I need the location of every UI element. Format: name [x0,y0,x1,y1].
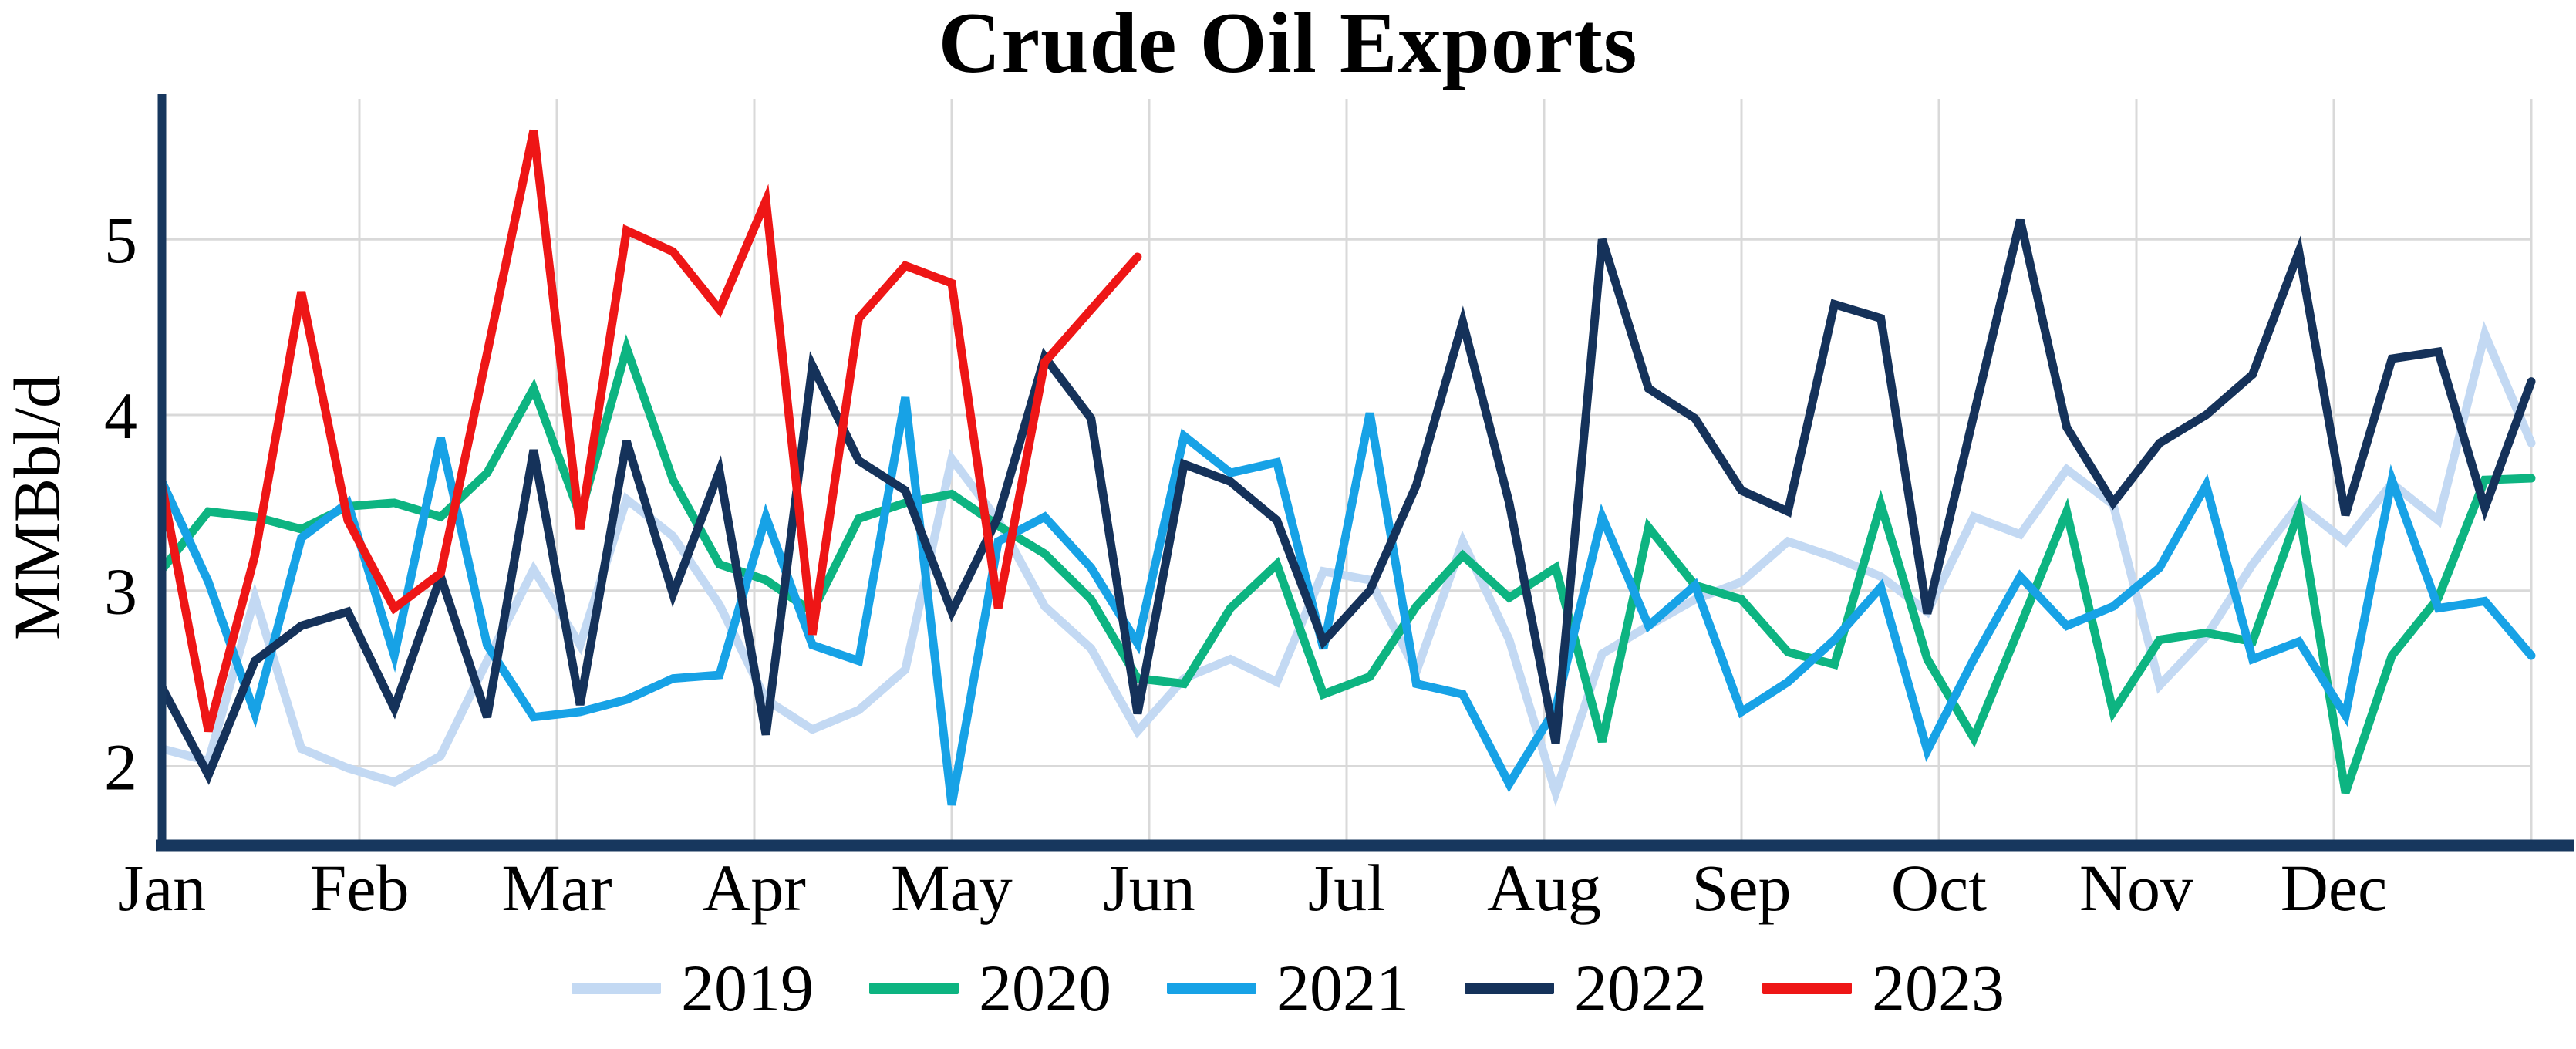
chart-title: Crude Oil Exports [938,0,1638,91]
legend-item-2020: 2020 [869,955,1111,1021]
x-tick-label-Jan: Jan [118,851,207,925]
series-line-2022 [157,218,2536,785]
x-tick-label-Jun: Jun [1103,851,1195,925]
legend-label: 2019 [681,951,814,1025]
legend-label: 2021 [1276,951,1409,1025]
legend-item-2019: 2019 [572,955,814,1021]
legend-label: 2022 [1574,951,1707,1025]
legend-item-2021: 2021 [1167,955,1409,1021]
legend-swatch [1465,982,1554,994]
legend-label: 2020 [979,951,1111,1025]
legend-label: 2023 [1872,951,2004,1025]
y-tick-label: 3 [104,555,137,629]
series-line-2020 [157,334,2536,794]
legend-swatch [1762,982,1852,994]
series-line-2021 [157,396,2536,806]
x-tick-label-Oct: Oct [1891,851,1987,925]
x-tick-label-Apr: Apr [703,851,806,925]
legend-swatch [869,982,959,994]
x-tick-label-Aug: Aug [1487,851,1601,925]
chart-legend: 2019 2020 2021 2022 2023 [0,955,2576,1021]
x-tick-label-Dec: Dec [2281,851,2387,925]
x-tick-label-Mar: Mar [501,851,612,925]
x-tick-label-Sep: Sep [1692,851,1792,925]
x-tick-label-Feb: Feb [310,851,410,925]
y-tick-label: 5 [104,203,137,277]
series-line-2023 [157,129,1142,733]
legend-item-2022: 2022 [1465,955,1707,1021]
series-line-2019 [157,320,2536,807]
x-tick-label-Nov: Nov [2079,851,2193,925]
legend-swatch [572,982,661,994]
legend-item-2023: 2023 [1762,955,2004,1021]
y-tick-label: 2 [104,730,137,804]
x-tick-label-May: May [891,851,1013,925]
y-tick-label: 4 [104,379,137,453]
legend-swatch [1167,982,1256,994]
x-tick-label-Jul: Jul [1308,851,1385,925]
